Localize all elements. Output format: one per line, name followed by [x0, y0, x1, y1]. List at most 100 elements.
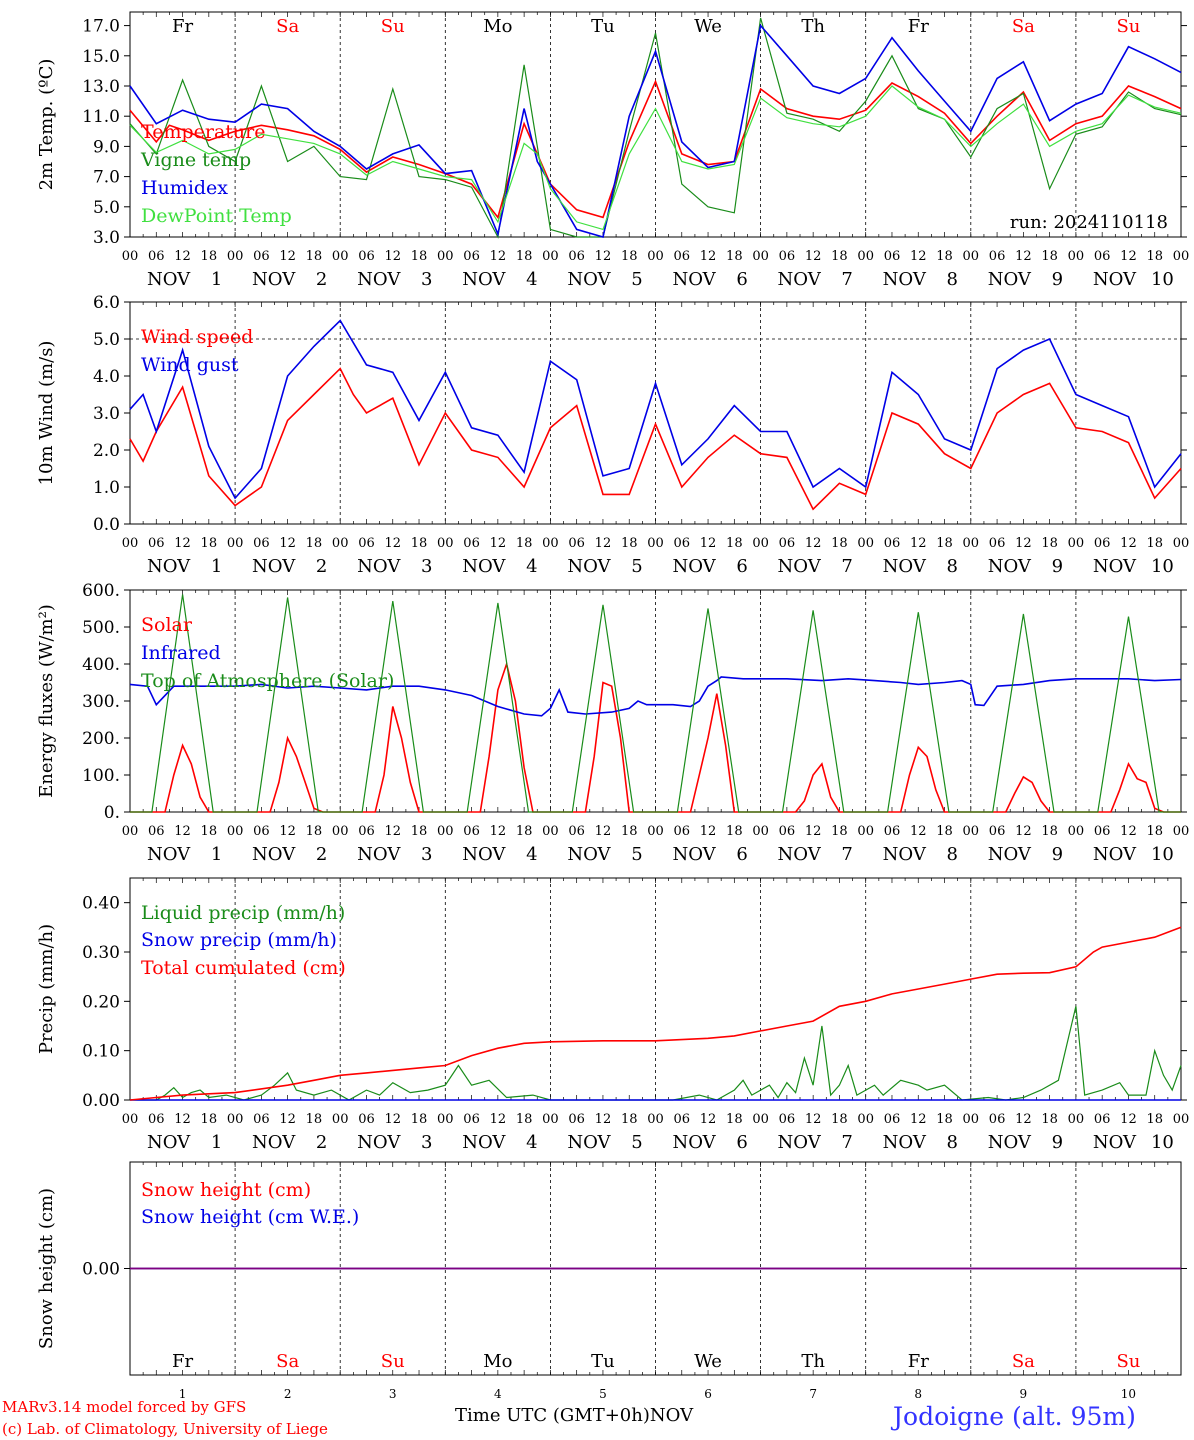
- date-month-label: NOV: [778, 556, 822, 577]
- day-name-label: Sa: [1012, 16, 1035, 37]
- date-month-label: NOV: [147, 556, 191, 577]
- hour-tick-label: 06: [358, 824, 375, 839]
- hour-tick-label: 12: [910, 249, 927, 264]
- hour-tick-label: 06: [779, 1112, 796, 1127]
- y-axis-title: Snow height (cm): [36, 1188, 57, 1349]
- hour-tick-label: 18: [201, 249, 218, 264]
- series-line: [129, 676, 1182, 717]
- hour-tick-label: 00: [1068, 536, 1085, 551]
- hour-tick-label: 00: [542, 249, 559, 264]
- hour-tick-label: 18: [1146, 1112, 1163, 1127]
- hour-tick-label: 06: [989, 536, 1006, 551]
- hour-tick-label: 18: [201, 1112, 218, 1127]
- hour-tick-label: 12: [910, 824, 927, 839]
- hour-tick-label: 12: [174, 824, 191, 839]
- hour-tick-label: 18: [306, 249, 323, 264]
- hour-tick-label: 18: [411, 1112, 428, 1127]
- hour-tick-label: 06: [463, 824, 480, 839]
- hour-tick-label: 18: [411, 824, 428, 839]
- y-tick-label: 300.: [82, 692, 120, 712]
- y-tick-label: 400.: [82, 655, 120, 675]
- hour-tick-label: 06: [463, 249, 480, 264]
- hour-tick-label: 18: [1041, 536, 1058, 551]
- hour-tick-label: 12: [1015, 249, 1032, 264]
- hour-tick-label: 18: [1041, 1112, 1058, 1127]
- hour-tick-label: 18: [201, 824, 218, 839]
- date-day-label: 1: [211, 556, 222, 577]
- date-month-label: NOV: [357, 1132, 401, 1153]
- date-day-label: 2: [316, 556, 327, 577]
- date-day-label: 10: [1151, 269, 1174, 290]
- hour-tick-label: 06: [253, 824, 270, 839]
- hour-tick-label: 00: [332, 1112, 349, 1127]
- date-day-label: 4: [526, 844, 537, 865]
- date-day-label: 8: [947, 269, 958, 290]
- y-tick-label: 6.0: [93, 293, 120, 313]
- hour-tick-label: 12: [490, 824, 507, 839]
- date-month-label: NOV: [567, 844, 611, 865]
- hour-tick-label: 06: [568, 249, 585, 264]
- hour-tick-label: 00: [332, 249, 349, 264]
- location-label: Jodoigne (alt. 95m): [893, 1402, 1136, 1431]
- hour-tick-label: 00: [122, 1112, 139, 1127]
- date-day-small-label: 2: [284, 1387, 292, 1401]
- hour-tick-label: 00: [647, 249, 664, 264]
- hour-tick-label: 12: [384, 824, 401, 839]
- date-month-label: NOV: [357, 556, 401, 577]
- hour-tick-label: 18: [411, 536, 428, 551]
- hour-tick-label: 18: [1146, 536, 1163, 551]
- hour-tick-label: 00: [1068, 824, 1085, 839]
- hour-tick-label: 00: [542, 1112, 559, 1127]
- hour-tick-label: 06: [884, 1112, 901, 1127]
- hour-tick-label: 12: [279, 1112, 296, 1127]
- hour-tick-label: 06: [1094, 536, 1111, 551]
- date-day-label: 7: [841, 556, 852, 577]
- date-month-label: NOV: [567, 1132, 611, 1153]
- day-name-label: Fr: [172, 1351, 193, 1372]
- hour-tick-label: 18: [936, 536, 953, 551]
- hour-tick-label: 06: [358, 536, 375, 551]
- hour-tick-label: 06: [779, 824, 796, 839]
- y-tick-label: 0.00: [82, 1091, 120, 1111]
- hour-tick-label: 00: [963, 824, 980, 839]
- date-month-label: NOV: [147, 1132, 191, 1153]
- y-tick-label: 600.: [82, 581, 120, 601]
- hour-tick-label: 12: [595, 824, 612, 839]
- hour-tick-label: 00: [752, 824, 769, 839]
- series-line: [129, 926, 1182, 1101]
- hour-tick-label: 06: [674, 249, 691, 264]
- y-tick-label: 1.0: [93, 478, 120, 498]
- date-day-label: 10: [1151, 844, 1174, 865]
- day-name-label: Su: [1116, 1351, 1140, 1372]
- date-day-label: 7: [841, 1132, 852, 1153]
- hour-tick-label: 06: [148, 249, 165, 264]
- legend-entry: Wind gust: [141, 354, 239, 376]
- y-tick-label: 13.0: [82, 77, 120, 97]
- y-tick-label: 100.: [82, 766, 120, 786]
- hour-tick-label: 00: [437, 824, 454, 839]
- date-month-label: NOV: [462, 844, 506, 865]
- hour-tick-label: 18: [726, 249, 743, 264]
- date-day-label: 6: [736, 844, 747, 865]
- y-tick-label: 15.0: [82, 47, 120, 67]
- day-name-label: Fr: [172, 16, 193, 37]
- hour-tick-label: 18: [516, 536, 533, 551]
- hour-tick-label: 18: [831, 1112, 848, 1127]
- hour-tick-label: 06: [253, 536, 270, 551]
- y-tick-label: 5.0: [93, 198, 120, 218]
- hour-tick-label: 00: [647, 536, 664, 551]
- date-day-label: 7: [841, 269, 852, 290]
- hour-tick-label: 12: [700, 536, 717, 551]
- hour-tick-label: 12: [1015, 1112, 1032, 1127]
- hour-tick-label: 12: [1015, 824, 1032, 839]
- date-month-label: NOV: [252, 1132, 296, 1153]
- date-day-label: 10: [1151, 556, 1174, 577]
- y-tick-label: 11.0: [82, 107, 120, 127]
- hour-tick-label: 00: [122, 249, 139, 264]
- y-tick-label: 9.0: [93, 137, 120, 157]
- legend-entry: Temperature: [141, 121, 265, 143]
- date-month-label: NOV: [778, 844, 822, 865]
- hour-tick-label: 18: [831, 824, 848, 839]
- hour-tick-label: 00: [227, 1112, 244, 1127]
